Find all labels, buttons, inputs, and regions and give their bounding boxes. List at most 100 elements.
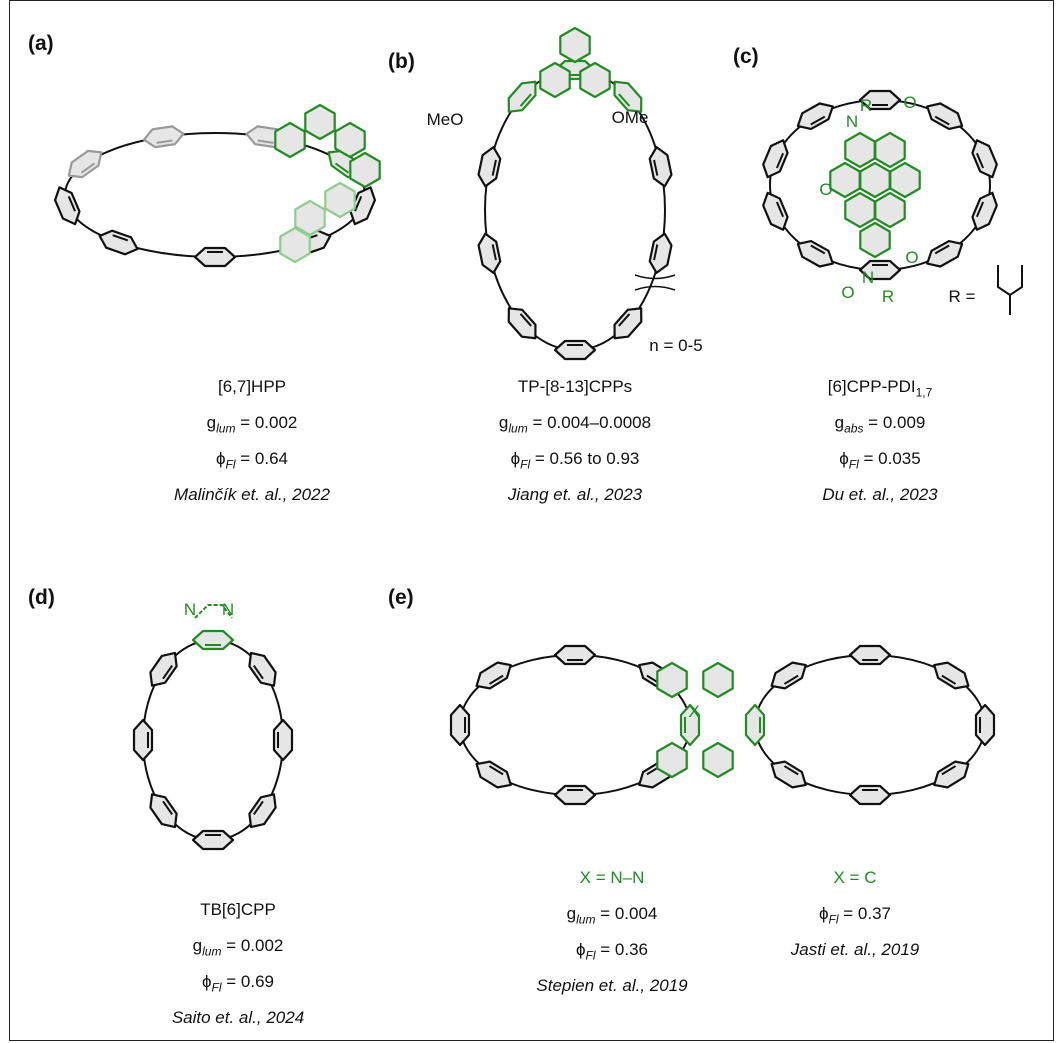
ring-body [477, 232, 503, 275]
ring-body [555, 646, 595, 664]
caption-text: = 0.64 [236, 449, 288, 468]
ring-body [502, 76, 542, 118]
ring [193, 831, 233, 849]
ring [850, 786, 890, 804]
ring-body [850, 646, 890, 664]
caption-line: Stepien et. al., 2019 [536, 976, 687, 996]
fused-ring [703, 663, 732, 697]
ring [923, 236, 967, 271]
caption-text: Stepien et. al., 2019 [536, 976, 687, 995]
atom-label: R = [949, 287, 976, 307]
fused-ring [335, 123, 364, 157]
caption-text: X = N–N [580, 868, 645, 887]
caption-line: glum = 0.004 [567, 904, 658, 929]
atom-label: N [184, 600, 196, 620]
caption-line: Saito et. al., 2024 [172, 1008, 304, 1028]
caption-text: = 0.56 to 0.93 [530, 449, 639, 468]
caption-line: Du et. al., 2023 [822, 485, 937, 505]
caption-text: ϕ [839, 449, 849, 468]
ring-body [555, 341, 595, 359]
caption-text: Malinčík et. al., 2022 [174, 485, 330, 504]
ring-body [555, 786, 595, 804]
ring [451, 705, 469, 745]
ring [555, 786, 595, 804]
caption-text: = 0.004–0.0008 [528, 413, 651, 432]
ring [923, 99, 967, 134]
ring [793, 236, 837, 271]
fused-ring [580, 63, 609, 97]
ring-body [746, 705, 764, 745]
ring [134, 720, 152, 760]
atom-label: N [846, 112, 858, 132]
fused-ring [875, 133, 904, 167]
fused-ring [325, 183, 354, 217]
ring [759, 189, 791, 233]
ring [195, 248, 235, 266]
caption-text: ϕ [576, 940, 586, 959]
panel-label: (e) [388, 586, 414, 610]
atom-label: R [882, 287, 894, 307]
subscript: Fl [829, 912, 839, 926]
ring-body [969, 137, 1001, 181]
ring [555, 341, 595, 359]
caption-text: Du et. al., 2023 [822, 485, 937, 504]
caption-line: Malinčík et. al., 2022 [174, 485, 330, 505]
ring [969, 189, 1001, 233]
caption-line: Jasti et. al., 2019 [791, 940, 920, 960]
panel-label: (d) [28, 586, 55, 610]
caption-text: = 0.69 [222, 972, 274, 991]
atom-label: O [905, 248, 918, 268]
caption-line: TP-[8-13]CPPs [518, 377, 632, 397]
caption-line: glum = 0.002 [207, 413, 298, 438]
fused-ring [280, 228, 309, 262]
fused-ring [860, 163, 889, 197]
atom-label: MeO [427, 110, 464, 130]
ring-body [976, 705, 994, 745]
caption-line: Jiang et. al., 2023 [508, 485, 642, 505]
ring [502, 76, 542, 118]
ring-body [97, 227, 141, 257]
caption-text: [6,7]HPP [218, 377, 286, 396]
caption-text: X = C [834, 868, 877, 887]
caption-line: ϕFl = 0.035 [839, 449, 920, 474]
caption-line: ϕFl = 0.69 [202, 972, 274, 997]
atom-label: O [819, 180, 832, 200]
atom-label: O [841, 283, 854, 303]
ring-body [193, 831, 233, 849]
caption-text: = 0.035 [859, 449, 921, 468]
page: (a)[6,7]HPPglum = 0.002ϕFl = 0.64Malinčí… [0, 0, 1056, 1043]
r-group [998, 265, 1022, 315]
ring-body [608, 302, 648, 344]
ring-body [477, 145, 503, 188]
caption-text: Saito et. al., 2024 [172, 1008, 304, 1027]
subscript: abs [844, 421, 863, 435]
caption-text: Jiang et. al., 2023 [508, 485, 642, 504]
caption-text: TB[6]CPP [200, 900, 276, 919]
caption-line: ϕFl = 0.36 [576, 940, 648, 965]
subscript: lum [508, 421, 527, 435]
ring-body [648, 145, 674, 188]
ring-body [850, 786, 890, 804]
ring [793, 99, 837, 134]
caption-text: ϕ [511, 449, 521, 468]
ring [746, 705, 764, 745]
caption-text: Jasti et. al., 2019 [791, 940, 920, 959]
fused-ring [560, 28, 589, 62]
fused-ring [875, 193, 904, 227]
fused-ring [860, 223, 889, 257]
ring-body [923, 99, 967, 134]
fused-ring [540, 63, 569, 97]
ring [274, 720, 292, 760]
panel-label: (c) [733, 45, 759, 69]
ring [193, 631, 233, 649]
ring [502, 302, 542, 344]
ring [143, 125, 185, 149]
molecules [0, 0, 1056, 1043]
caption-line: [6]CPP-PDI1,7 [828, 377, 933, 402]
ring [648, 145, 674, 188]
panel-label: (b) [388, 50, 415, 74]
caption-text: = 0.004 [595, 904, 657, 923]
caption-line: glum = 0.004–0.0008 [499, 413, 651, 438]
fused-ring [657, 663, 686, 697]
atom-label: R [860, 96, 872, 116]
